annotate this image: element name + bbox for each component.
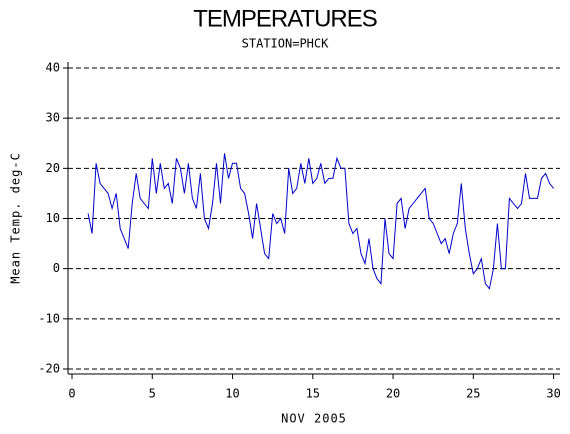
x-axis-label: NOV 2005	[281, 412, 347, 426]
y-axis-label: Mean Temp. deg-C	[9, 152, 23, 284]
x-tick-label: 5	[149, 387, 156, 401]
y-tick-label: -20	[38, 361, 60, 375]
y-tick-label: 40	[46, 61, 60, 75]
x-tick-label: 0	[68, 387, 75, 401]
y-tick-label: -10	[38, 311, 60, 325]
x-tick-label: 15	[306, 387, 320, 401]
y-tick-label: 0	[53, 261, 60, 275]
x-tick-label: 20	[386, 387, 400, 401]
x-tick-label: 10	[225, 387, 239, 401]
x-tick-label: 30	[546, 387, 560, 401]
y-tick-label: 10	[46, 211, 60, 225]
chart-subtitle: STATION=PHCK	[242, 37, 329, 51]
chart-title: TEMPERATURES	[193, 5, 377, 32]
x-tick-label: 25	[466, 387, 480, 401]
y-tick-label: 20	[46, 161, 60, 175]
data-line	[87, 153, 554, 290]
y-tick-label: 30	[46, 111, 60, 125]
